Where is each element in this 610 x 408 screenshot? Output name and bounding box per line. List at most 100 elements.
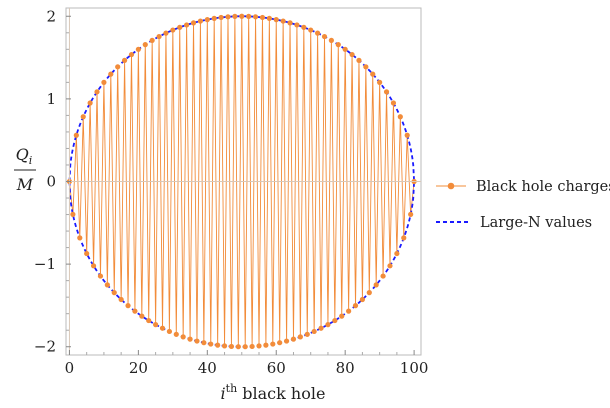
charge-point [304,331,310,337]
x-axis-label: ith black hole [221,382,326,403]
y-label-numerator-sub: i [29,154,33,167]
y-tick-label: −2 [34,338,56,356]
x-tick-label: 0 [65,359,75,377]
charge-point [118,296,124,303]
charge-point [201,340,207,346]
large-n-lower-curve [68,181,416,348]
large-n-upper-curve [68,15,416,182]
charge-point [73,132,79,138]
charge-point [373,282,379,288]
charge-point [349,51,355,58]
charge-point [235,344,241,350]
y-tick-label: −1 [34,255,56,273]
charge-point [170,27,176,33]
charge-point [128,51,135,58]
x-tick-label: 20 [129,359,148,377]
charge-point [180,334,186,340]
charge-point [159,325,166,331]
charge-point [263,342,269,348]
legend-marker-charges [447,182,455,190]
charge-point [225,14,231,20]
charge-point [204,17,210,23]
charge-point [290,336,297,342]
charge-point [346,308,352,314]
charge-point [153,322,159,328]
charge-point [387,263,393,269]
charge-point [366,290,372,296]
charge-point [218,14,224,21]
charge-point [232,13,238,19]
charge-point [221,343,228,349]
charge-point [408,211,414,217]
charge-point [135,46,141,52]
charge-point [94,89,100,95]
charge-point [246,13,252,19]
x-tick-label: 40 [198,359,217,377]
charge-point [173,331,179,337]
charge-point [352,303,359,309]
charge-point [301,24,307,30]
charge-point [249,343,255,350]
charge-point [97,273,104,279]
charge-point [294,22,300,28]
charge-point [132,308,138,314]
charge-point [70,211,76,217]
charge-point [383,89,390,95]
charge-point [287,20,293,26]
charge-point [266,15,272,21]
charge-point [187,336,193,342]
y-axis-label: Qi M [14,145,36,194]
charge-point [315,30,321,36]
charge-point [363,64,369,70]
legend-label-charges: Black hole charges [476,179,610,195]
charge-point [256,343,262,349]
charge-point [194,338,200,344]
charge-point [356,57,362,63]
charge-point [163,30,169,36]
charge-point [342,46,348,52]
charge-point [104,282,110,288]
charge-point [359,296,366,303]
charge-point [277,340,283,346]
charge-point [111,290,117,296]
charge-point [77,235,83,241]
charge-point [125,303,131,309]
charge-point [308,27,314,33]
x-tick-label: 100 [400,359,429,377]
legend: Black hole charges Large-N values [436,179,610,231]
charge-point [242,344,248,350]
charge-point [84,250,90,257]
charge-point [80,114,86,120]
charge-point [211,15,217,21]
charge-point [318,325,324,331]
charge-point [335,42,341,48]
charge-point [190,20,197,26]
charge-point [197,18,204,24]
charge-point [311,328,317,335]
y-label-denominator: M [16,175,34,194]
charge-point [139,313,145,319]
charge-point [339,313,345,319]
charge-point [370,71,376,77]
charge-point [239,13,245,19]
charge-point [380,273,386,279]
legend-label-large-n: Large-N values [480,215,592,231]
axes: 0 20 40 60 80 100 −2 −1 0 1 2 [34,7,429,377]
charge-point [377,79,383,85]
charge-point [297,334,303,340]
svg-text:Qi: Qi [16,145,33,167]
charge-point [121,57,128,63]
y-tick-label: 0 [46,173,56,191]
x-tick-label: 80 [336,359,355,377]
charge-point [101,79,107,85]
charge-point [146,317,152,324]
charge-point [215,342,221,348]
charge-point [321,33,328,40]
plot-area [66,13,417,350]
charge-point [328,37,334,43]
charge-point [149,37,155,43]
legend-item-large-n-values: Large-N values [436,215,592,231]
charge-point [401,235,407,241]
charge-point [142,42,148,48]
